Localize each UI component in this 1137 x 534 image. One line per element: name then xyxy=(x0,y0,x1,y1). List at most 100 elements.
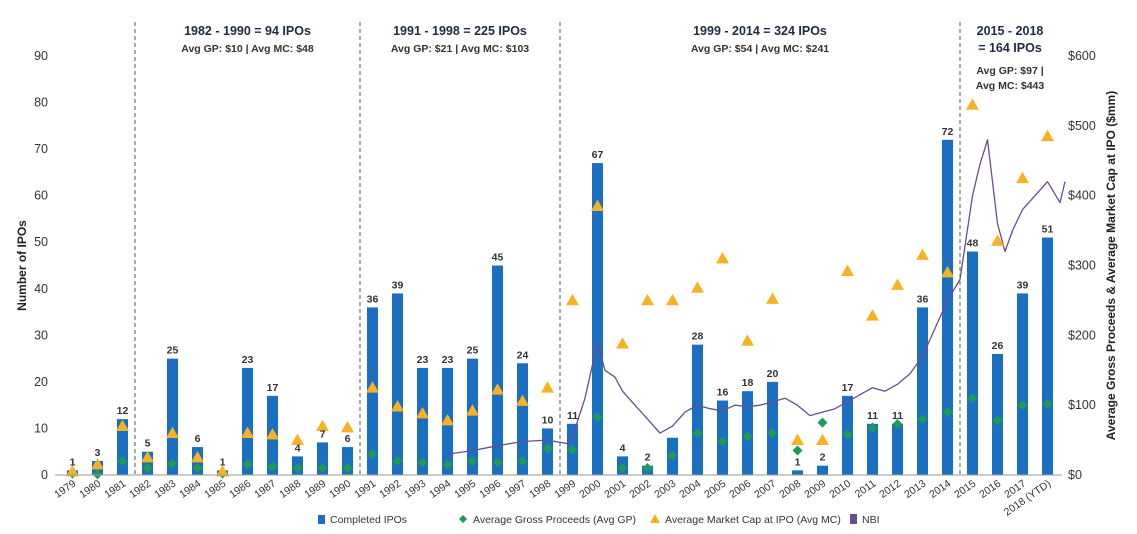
gp-marker xyxy=(342,463,353,474)
gp-marker xyxy=(842,429,853,440)
x-tick-label: 1996 xyxy=(477,478,503,501)
y2-tick-label: $300 xyxy=(1068,259,1096,273)
x-tick-label: 2014 xyxy=(927,478,953,501)
gp-marker xyxy=(492,457,503,468)
mc-marker xyxy=(466,404,479,416)
bar xyxy=(1042,237,1053,475)
x-tick-label: 2002 xyxy=(627,478,653,501)
y2-axis-title: Average Gross Proceeds & Average Market … xyxy=(1104,91,1118,440)
mc-marker xyxy=(66,465,79,477)
y-tick-label: 30 xyxy=(34,328,48,342)
gp-marker xyxy=(942,407,953,418)
bar-label: 11 xyxy=(892,410,903,422)
bar xyxy=(242,367,253,475)
mc-marker xyxy=(541,381,554,393)
mc-marker xyxy=(241,426,254,438)
bar-label: 16 xyxy=(717,387,729,399)
x-tick-label: 1993 xyxy=(402,478,428,501)
y2-tick-label: $500 xyxy=(1068,119,1096,133)
gp-marker xyxy=(1017,400,1028,411)
gp-marker xyxy=(1042,398,1053,409)
x-tick-label: 1982 xyxy=(127,478,153,501)
bar xyxy=(917,307,928,475)
mc-marker xyxy=(191,451,204,463)
x-tick-label: 2004 xyxy=(677,478,703,501)
period-divider-lines xyxy=(134,22,961,475)
period-subtitle: Avg GP: $10 | Avg MC: $48 xyxy=(181,43,314,55)
mc-marker xyxy=(266,427,279,440)
x-tick-label: 1989 xyxy=(302,478,328,501)
bar-label: 6 xyxy=(345,433,351,445)
gp-marker xyxy=(992,415,1003,426)
nbi-line xyxy=(447,139,1066,455)
x-tick-label: 1979 xyxy=(52,478,78,501)
y-tick-label: 40 xyxy=(34,282,48,296)
bar xyxy=(467,358,478,475)
y-tick-label: 60 xyxy=(34,189,48,203)
x-tick-label: 1997 xyxy=(502,478,528,501)
gp-marker xyxy=(367,449,378,460)
gp-marker xyxy=(417,457,428,468)
x-tick-label: 1990 xyxy=(327,478,353,501)
gp-marker xyxy=(317,463,328,474)
x-tick-label: 1986 xyxy=(227,478,253,501)
bar-label: 6 xyxy=(195,433,201,445)
x-tick-label: 1987 xyxy=(252,478,278,501)
bar xyxy=(817,465,828,475)
x-tick-label: 2015 xyxy=(952,478,978,501)
y2-tick-label: $100 xyxy=(1068,398,1096,412)
period-subtitle: Avg GP: $54 | Avg MC: $241 xyxy=(691,43,829,55)
mc-marker xyxy=(766,292,779,304)
x-tick-label: 2009 xyxy=(802,478,828,501)
gp-marker xyxy=(692,428,703,439)
bar xyxy=(992,353,1003,475)
bar-label: 24 xyxy=(517,349,529,361)
gp-marker xyxy=(792,445,803,456)
mc-marker xyxy=(891,278,904,290)
bar-label: 17 xyxy=(267,382,279,394)
bar-label: 11 xyxy=(567,410,578,422)
bar xyxy=(692,344,703,475)
y2-tick-label: $0 xyxy=(1068,468,1082,482)
period-title: 1982 - 1990 = 94 IPOs xyxy=(184,24,311,38)
x-tick-label: 2006 xyxy=(727,478,753,501)
bar-label: 20 xyxy=(767,368,779,380)
mc-marker xyxy=(441,414,454,426)
bar-label: 1 xyxy=(795,456,801,468)
bar-label: 36 xyxy=(367,293,379,305)
bar-label: 7 xyxy=(320,428,326,440)
bar-label: 1 xyxy=(70,456,76,468)
bar-label: 3 xyxy=(95,447,101,459)
y-tick-label: 80 xyxy=(34,96,48,110)
bar-label: 48 xyxy=(967,238,979,250)
mc-marker xyxy=(591,199,604,212)
gp-marker xyxy=(817,417,828,428)
gp-marker xyxy=(867,422,878,433)
y-tick-label: 10 xyxy=(34,421,48,435)
x-tick-label: 1988 xyxy=(277,478,303,501)
mc-marker xyxy=(716,252,729,264)
period-title: 1999 - 2014 = 324 IPOs xyxy=(693,24,827,38)
x-tick-label: 1995 xyxy=(452,478,478,501)
bar-label: 23 xyxy=(442,354,454,366)
bar-label: 2 xyxy=(820,452,826,464)
gp-marker xyxy=(742,431,753,442)
period-subtitle: Avg MC: $443 xyxy=(976,80,1045,92)
mc-marker xyxy=(841,264,854,276)
mc-marker xyxy=(341,421,354,433)
x-tick-label: 1984 xyxy=(177,478,203,501)
bar-label: 45 xyxy=(492,252,504,264)
bar xyxy=(892,423,903,475)
gp-marker xyxy=(192,463,203,474)
x-tick-label: 2010 xyxy=(827,478,853,501)
bar-label: 39 xyxy=(1017,279,1029,291)
gp-marker xyxy=(442,459,453,470)
x-tick-label: 1983 xyxy=(152,478,178,501)
mc-marker xyxy=(516,394,529,406)
y-tick-label: 0 xyxy=(41,468,48,482)
gp-marker xyxy=(717,436,728,447)
mc-marker xyxy=(391,400,404,412)
x-tick-label: 1992 xyxy=(377,478,403,501)
gp-marker xyxy=(567,444,578,455)
